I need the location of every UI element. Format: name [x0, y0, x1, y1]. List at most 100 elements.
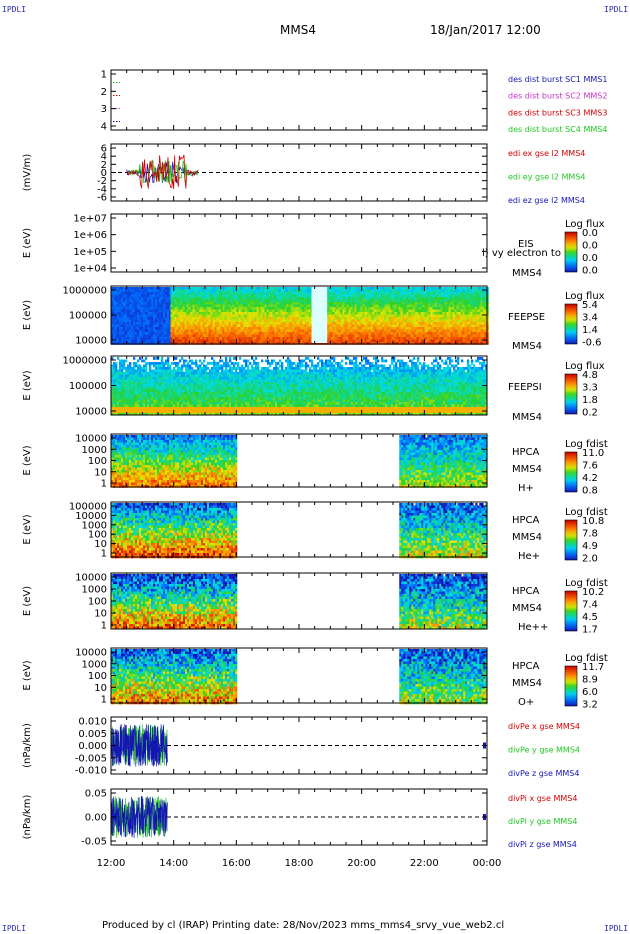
feepse-cell [344, 314, 347, 318]
feepse-cell [466, 302, 469, 305]
feepsi-cell [123, 399, 126, 403]
feepsi-cell [115, 387, 118, 390]
feepse-cell [276, 342, 279, 345]
feepse-ytick-label: 10000 [75, 336, 107, 347]
feepse-cell [438, 289, 441, 293]
feepse-cell [180, 287, 183, 290]
feepsi-cell [119, 392, 122, 395]
feepse-cell [167, 337, 170, 340]
feepse-cell [224, 307, 227, 310]
feepse-cell [186, 327, 189, 330]
feepse-cell [354, 307, 357, 310]
feepse-cell [236, 337, 239, 340]
feepse-cell [466, 327, 469, 330]
feepsi-cell [143, 402, 146, 405]
feepsi-cell [129, 377, 132, 380]
feepse-cell [280, 324, 283, 328]
feepse-cell [288, 342, 291, 345]
feepse-cell [300, 329, 303, 333]
feepse-cell [336, 309, 339, 313]
eis-spacecraft-label: MMS4 [512, 268, 542, 279]
feepse-cell [282, 332, 285, 335]
feepsi-cell [135, 362, 138, 365]
feepse-cell [274, 312, 277, 315]
feepse-cell [252, 327, 255, 330]
feepse-cell [338, 307, 341, 310]
feepsi-cell [115, 404, 118, 408]
feepse-cell [240, 302, 243, 305]
feepse-cell [159, 309, 162, 313]
feepse-cell [382, 289, 385, 293]
feepse-cell [284, 329, 287, 333]
feepse-cell [334, 329, 337, 333]
feepse-cell [188, 339, 191, 343]
feepse-cell [472, 334, 475, 338]
feepse-cell [182, 322, 185, 325]
feepse-cell [149, 297, 152, 300]
feepsi-cell [139, 394, 142, 398]
feepse-cell [274, 289, 277, 293]
feepse-cell [149, 314, 152, 318]
feepse-cell [484, 329, 487, 333]
feepse-cell [256, 319, 259, 323]
feepsi-cell [117, 372, 120, 375]
feepse-cell [332, 294, 335, 298]
feepse-cell [446, 294, 449, 298]
feepse-cell [246, 307, 249, 310]
feepse-cell [434, 329, 437, 333]
feepse-cell [358, 312, 361, 315]
feepse-cell [147, 342, 150, 345]
feepse-cell [456, 307, 459, 310]
feepse-cell [230, 319, 233, 323]
feepse-cell [176, 342, 179, 345]
feepse-cell [296, 289, 299, 293]
feepse-cell [280, 287, 283, 290]
feepse-cell [448, 289, 451, 293]
feepse-cell [392, 304, 395, 308]
feepse-cell [382, 322, 385, 325]
feepsi-cell [129, 399, 132, 403]
feepse-cell [192, 289, 195, 293]
burst-legend-entry: des dist burst SC4 MMS4 [508, 125, 607, 134]
feepse-cell [250, 289, 253, 293]
feepse-cell [440, 342, 443, 345]
feepse-cell [123, 314, 126, 318]
feepse-cell [266, 294, 269, 298]
feepse-cell [198, 342, 201, 345]
feepse-cell [342, 314, 345, 318]
feepse-cell [484, 342, 487, 345]
feepse-cell [394, 289, 397, 293]
feepse-cell [350, 327, 353, 330]
feepse-cell [392, 312, 395, 315]
feepsi-cell [125, 359, 128, 363]
feepse-cell [222, 309, 225, 313]
feepse-cell [384, 324, 387, 328]
feepse-cell [394, 307, 397, 310]
feepse-cell [468, 297, 471, 300]
feepse-cell [157, 297, 160, 300]
feepse-cell [190, 287, 193, 290]
feepse-cell [264, 299, 267, 303]
feepse-cell [204, 324, 207, 328]
feepse-cell [346, 329, 349, 333]
feepse-cell [264, 309, 267, 313]
feepse-cell [296, 307, 299, 310]
feepse-cell [198, 319, 201, 323]
feepse-cell [262, 317, 265, 320]
feepsi-cell [131, 372, 134, 375]
feepse-cell [446, 337, 449, 340]
feepse-cell [262, 337, 265, 340]
feepse-cell [244, 309, 247, 313]
feepse-cell [474, 322, 477, 325]
feepse-cell [382, 304, 385, 308]
feepse-cell [470, 324, 473, 328]
feepse-cell [306, 329, 309, 333]
feepse-cell [336, 322, 339, 325]
feepse-cell [252, 314, 255, 318]
feepse-cell [374, 329, 377, 333]
feepse-cell [402, 319, 405, 323]
feepse-cell [184, 297, 187, 300]
feepse-cell [376, 337, 379, 340]
feepse-cell [246, 299, 249, 303]
feepse-cell [408, 319, 411, 323]
